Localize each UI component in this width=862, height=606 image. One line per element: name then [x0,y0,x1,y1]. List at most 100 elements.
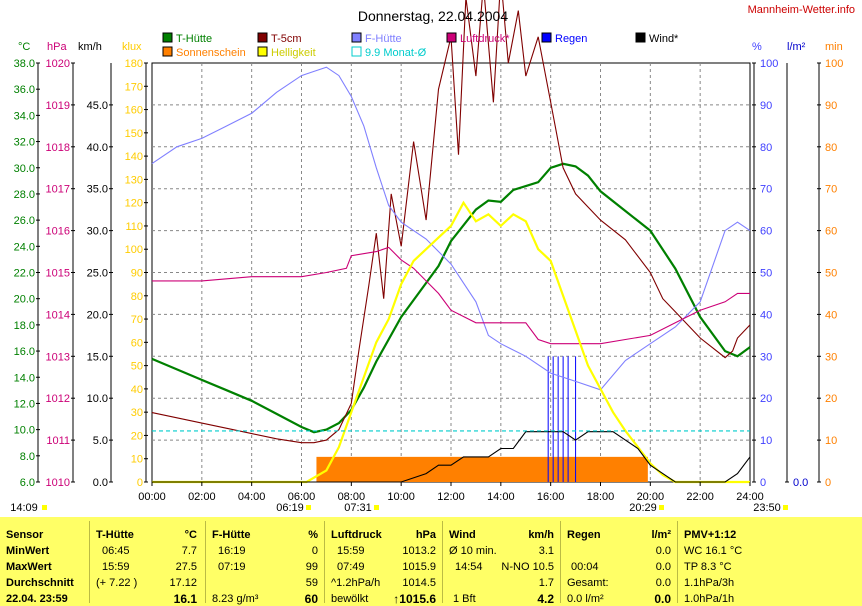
klux-tick-label: 50 [131,361,143,373]
wind-day-avg: 1.7 [538,577,554,589]
thuette-unit: °C [184,529,197,541]
legend: T-Hütte T-5cm F-Hütte Luftdruck* Regen Wind* S… [162,32,679,59]
thuette-min-time: 06:45 [102,545,130,557]
percent-unit-label: % [752,41,762,53]
row-min-label: MinWert [6,545,50,557]
percent-tick-label: 50 [760,268,772,280]
site-link[interactable]: Mannheim-Wetter.info [748,4,855,16]
regen-time: 00:04 [571,561,599,573]
series-t5cm [151,0,751,444]
separator [442,521,443,603]
legend-label-monat: 9.9 Monat-Ø [365,47,427,59]
fhuette-min-value: 0 [311,545,318,557]
klux-tick-label: 10 [131,454,143,466]
thuette-max-time: 15:59 [102,561,130,573]
percent-tick-label: 100 [760,58,778,70]
regen-total-value: 0.0 [655,577,671,589]
celsius-tick-label: 32.0 [14,137,35,149]
regen-current-value: 0.0 [654,592,671,606]
percent-tick-label: 80 [760,142,772,154]
celsius-tick-label: 24.0 [14,241,35,253]
thuette-delta: (+ 7.22 ) [96,577,138,589]
luftdruck-column: Luftdruck hPa 15:59 1013.2 07:49 1015.9 … [325,517,442,606]
kmh-unit-label: km/h [78,41,102,53]
hpa-tick-label: 1016 [46,226,70,238]
sensor-head: Sensor [6,529,44,541]
thuette-max-value: 27.5 [175,561,197,573]
series-helligkeit [152,200,750,484]
legend-label-f_huette: F-Hütte [365,33,402,45]
legend-swatch-monat [351,46,362,57]
pmv-windchill: WC 16.1 °C [684,545,743,557]
marker-sun-icon [659,505,664,510]
minutes-tick-label: 30 [825,351,837,363]
minutes-tick-label: 50 [825,268,837,280]
legend-label-luftdruck: Luftdruck* [460,33,510,45]
wind-avg-value: 3.1 [538,545,554,557]
x-tick-label: 18:00 [587,491,615,503]
wind-max-value: N-NO 10.5 [501,561,554,573]
klux-tick-label: 140 [125,151,143,163]
fhuette-current-value: 60 [304,592,318,606]
wind-beaufort: 1 Bft [453,593,476,605]
pmv-head: PMV+1:12 [684,529,737,541]
time-marker: 23:50 [753,502,781,514]
wind-max-time: 14:54 [455,561,483,573]
luftdruck-unit: hPa [415,529,436,541]
luftdruck-max-time: 07:49 [337,561,365,573]
percent-tick-label: 30 [760,351,772,363]
x-tick-label: 04:00 [238,491,266,503]
minutes-tick-label: 10 [825,435,837,447]
fhuette-avg-value: 59 [305,577,318,589]
minutes-tick-label: 20 [825,393,837,405]
separator [677,521,678,603]
pmv-trend-3h: 1.1hPa/3h [684,577,735,589]
regen-column: Regen l/m² 0.0 00:04 0.0 Gesamt: 0.0 0.0… [561,517,677,606]
percent-tick-label: 0 [760,477,766,489]
luftdruck-max-value: 1015.9 [402,561,436,573]
fhuette-min-time: 16:19 [218,545,246,557]
wind-unit: km/h [528,529,554,541]
celsius-tick-label: 28.0 [14,189,35,201]
klux-tick-label: 20 [131,430,143,442]
weather-chart: °C 38.0 36.0 34.0 32.0 30.0 28.0 26.0 24.0 22.0 20… [10,0,855,514]
klux-tick-label: 0 [137,477,143,489]
percent-tick-label: 10 [760,435,772,447]
fhuette-max-value: 99 [305,561,318,573]
series-fhuette [151,66,751,391]
celsius-tick-label: 34.0 [14,110,35,122]
time-marker: 06:19 [276,502,304,514]
celsius-tick-label: 14.0 [14,372,35,384]
row-current-label: 22.04. 23:59 [6,593,68,605]
minutes-tick-label: 0 [825,477,831,489]
fhuette-unit: % [308,529,318,541]
kmh-tick-label: 35.0 [87,184,108,196]
klux-tick-label: 70 [131,314,143,326]
x-tick-label: 16:00 [537,491,565,503]
pmv-trend-1h: 1.0hPa/1h [684,593,735,605]
x-tick-label: 10:00 [387,491,415,503]
percent-tick-label: 70 [760,184,772,196]
lm2-tick-label: 0.0 [793,477,808,489]
luftdruck-avg-value: 1014.5 [402,577,436,589]
sensor-column: Sensor MinWert MaxWert Durchschnitt 22.0… [0,517,90,606]
klux-tick-label: 150 [125,128,143,140]
time-markers: 14:09 06:19 07:31 20:29 23:50 [10,502,788,514]
minutes-tick-label: 70 [825,184,837,196]
luftdruck-current-value: ↑1015.6 [393,592,436,606]
klux-tick-label: 180 [125,58,143,70]
luftdruck-min-value: 1013.2 [402,545,436,557]
regen-head: Regen [567,529,601,541]
luftdruck-trend: ^1.2hPa/h [331,577,381,589]
legend-swatch-t_5cm [257,32,268,43]
celsius-unit-label: °C [18,41,30,53]
regen-row1-value: 0.0 [655,545,671,557]
celsius-tick-label: 18.0 [14,320,35,332]
thuette-current-value: 16.1 [173,592,197,606]
minutes-tick-label: 40 [825,309,837,321]
hpa-tick-label: 1012 [46,393,70,405]
legend-label-helligkeit: Helligkeit [271,47,316,59]
luftdruck-head: Luftdruck [331,529,382,541]
separator [560,521,561,603]
celsius-tick-label: 6.0 [20,477,35,489]
